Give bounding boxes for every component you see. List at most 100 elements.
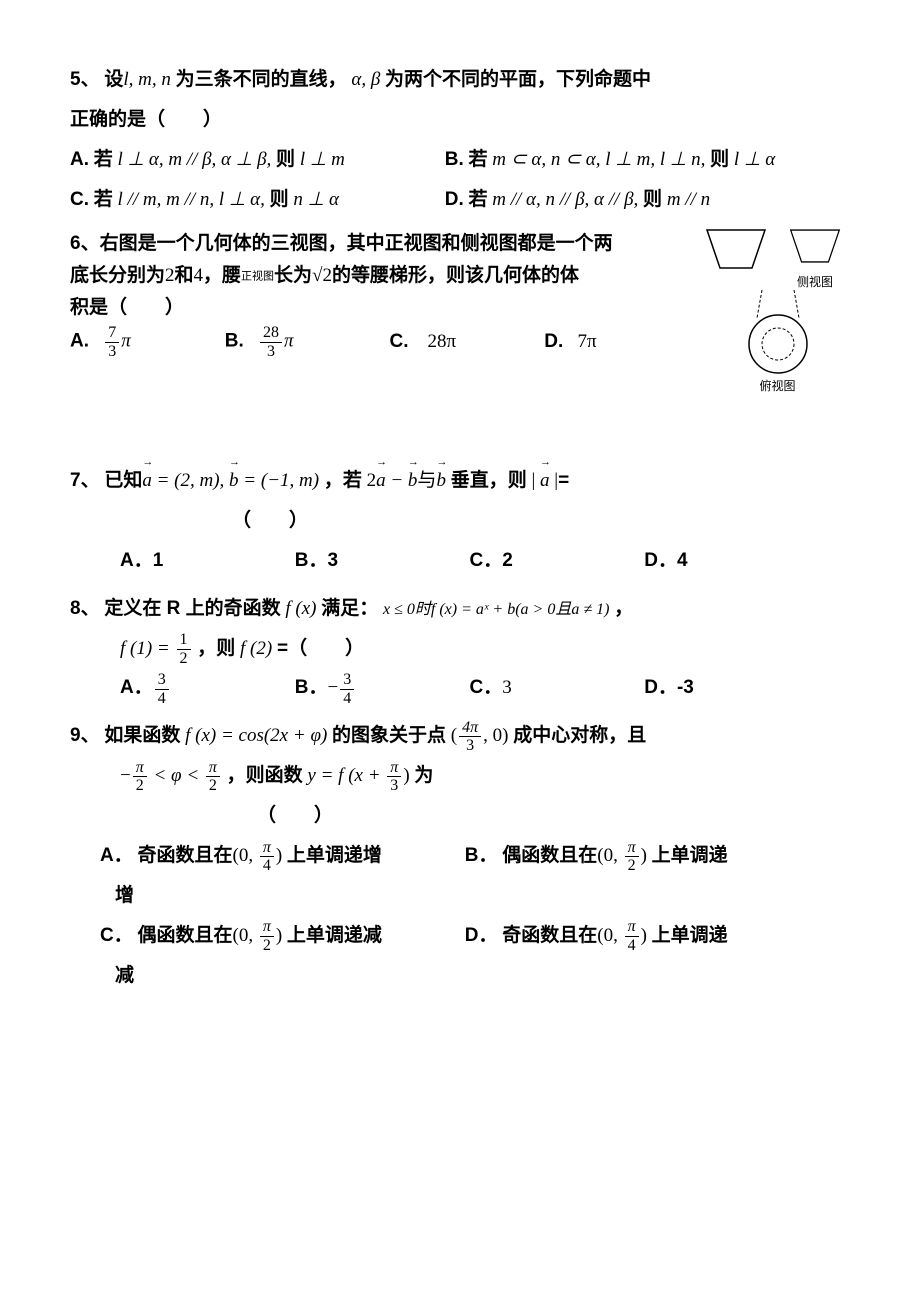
- diagram-top-row: 侧视图: [705, 228, 850, 290]
- q6-text: 积是（ ）: [70, 297, 184, 318]
- fraction: π2: [260, 918, 274, 954]
- option-label: B.: [445, 149, 464, 170]
- side-view-trapezoid-icon: [789, 228, 841, 264]
- pi: π: [284, 331, 294, 352]
- option-text: 增: [115, 885, 134, 906]
- question-7: 7、 已知a = (2, m), b = (−1, m) ，若 2a − b与b…: [70, 461, 850, 581]
- q9-options-ab: A． 奇函数且在(0, π4) 上单调递增 B． 偶函数且在(0, π2) 上单…: [100, 836, 850, 876]
- option-math: (0,: [597, 925, 622, 946]
- option-math: l ⊥ α, m // β, α ⊥ β,: [118, 149, 272, 170]
- q8-math: f (1) =: [120, 638, 175, 659]
- q9-math: (: [451, 725, 457, 746]
- option-math: m ⊂ α, n ⊂ α, l ⊥ m, l ⊥ n,: [492, 149, 705, 170]
- option-value: 3: [502, 677, 512, 698]
- neg-sign: −: [120, 765, 131, 786]
- option-label: C.: [390, 331, 409, 352]
- q5-line1: 5、 设l, m, n 为三条不同的直线， α, β 为两个不同的平面，下列命题…: [70, 60, 850, 100]
- option-label: D．: [465, 925, 498, 946]
- q7-text: =: [558, 470, 569, 491]
- vector-a: a: [142, 461, 152, 501]
- option-text: 若: [469, 189, 488, 210]
- option-math: m // n: [667, 189, 710, 210]
- option-label: A．: [120, 550, 153, 571]
- q7-math: 与: [417, 470, 436, 491]
- option-text: 减: [115, 965, 134, 986]
- q5-number: 5、: [70, 69, 100, 90]
- q9-math: ): [403, 765, 409, 786]
- q9-line2: −π2 < φ < π2 ，则函数 y = f (x + π3) 为: [120, 756, 850, 796]
- option-text: 若: [469, 149, 488, 170]
- q8-line1: 8、 定义在 R 上的奇函数 f (x) 满足： x ≤ 0时f (x) = a…: [70, 589, 850, 629]
- fraction: π4: [260, 839, 274, 875]
- fraction: π4: [625, 918, 639, 954]
- q6-math: 4: [194, 265, 204, 286]
- option-math: 7π: [578, 331, 597, 352]
- blank-paren: （ ）: [232, 510, 308, 531]
- side-view-label: 侧视图: [780, 275, 850, 289]
- q6-text: 底长分别为: [70, 265, 165, 286]
- q8-math: x ≤ 0时f (x) = aˣ + b(a > 0且a ≠ 1): [383, 601, 609, 618]
- option-label: D．: [644, 550, 677, 571]
- q8-options: A．34 B．−34 C．3 D．-3: [120, 668, 850, 708]
- q7-math: 2: [367, 470, 377, 491]
- q9-math: y = f (x +: [307, 765, 385, 786]
- q5-text: 设: [104, 69, 123, 90]
- fraction: π2: [625, 839, 639, 875]
- q6-sqrt: √2: [312, 265, 332, 286]
- q9-math: < φ <: [149, 765, 204, 786]
- option-text: 奇函数且在: [502, 925, 597, 946]
- option-math: ): [641, 925, 647, 946]
- q8-text: ，则: [197, 638, 235, 659]
- q7-paren: （ ）: [70, 501, 470, 541]
- vector-b: b: [408, 461, 418, 501]
- option-text: 若: [94, 189, 113, 210]
- q7-math: −: [386, 470, 408, 491]
- vector-a: a: [376, 461, 386, 501]
- option-label: B．: [295, 677, 328, 698]
- option-math: ): [641, 845, 647, 866]
- option-value: 1: [153, 550, 164, 571]
- front-view-trapezoid-icon: [705, 228, 767, 270]
- option-math: l ⊥ m: [300, 149, 345, 170]
- option-label: B．: [295, 550, 328, 571]
- q9-paren: （ ）: [70, 796, 520, 836]
- q8-text: =（ ）: [277, 638, 364, 659]
- q9-text: 如果函数: [104, 725, 180, 746]
- q5-math: α, β: [351, 69, 380, 90]
- three-view-diagram: 侧视图 俯视图: [705, 228, 850, 393]
- q9-option-d-cont: 减: [115, 956, 850, 996]
- q6-text: ，腰: [203, 265, 241, 286]
- option-text: 上单调递: [652, 845, 728, 866]
- option-label: B.: [225, 331, 244, 352]
- option-text: 则: [276, 149, 295, 170]
- option-label: D.: [445, 189, 464, 210]
- fraction: 12: [177, 631, 191, 667]
- question-6: 6、右图是一个几何体的三视图，其中正视图和侧视图都是一个两 底长分别为2和4，腰…: [70, 228, 850, 393]
- fraction: 283: [260, 324, 282, 360]
- option-label: B．: [465, 845, 498, 866]
- option-math: (0,: [233, 845, 258, 866]
- q7-math: = (−1, m): [239, 470, 320, 491]
- option-value: 4: [677, 550, 688, 571]
- q7-text: 垂直，则: [451, 470, 527, 491]
- fraction: 34: [340, 671, 354, 707]
- q8-text: 定义在 R 上的奇函数: [104, 598, 280, 619]
- q7-text: 已知: [104, 470, 142, 491]
- q5-text: 为两个不同的平面，下列命题中: [385, 69, 651, 90]
- top-view-circles: [705, 313, 850, 375]
- fraction: π2: [206, 759, 220, 795]
- top-view-label: 俯视图: [705, 379, 850, 393]
- q6-text: 右图是一个几何体的三视图，其中正视图和侧视图都是一个两: [100, 233, 613, 254]
- option-label: A．: [100, 845, 133, 866]
- fraction: 73: [105, 324, 119, 360]
- q9-math: , 0): [483, 725, 508, 746]
- q8-number: 8、: [70, 598, 100, 619]
- q5-text: 正确的是（ ）: [70, 109, 222, 130]
- q6-text-block: 6、右图是一个几何体的三视图，其中正视图和侧视图都是一个两 底长分别为2和4，腰…: [70, 228, 695, 361]
- option-math: n ⊥ α: [293, 189, 339, 210]
- option-label: C．: [470, 677, 503, 698]
- q6-text: 长为: [274, 265, 312, 286]
- q6-math: 2: [165, 265, 175, 286]
- option-text: 奇函数且在: [137, 845, 232, 866]
- option-text: 偶函数且在: [137, 925, 232, 946]
